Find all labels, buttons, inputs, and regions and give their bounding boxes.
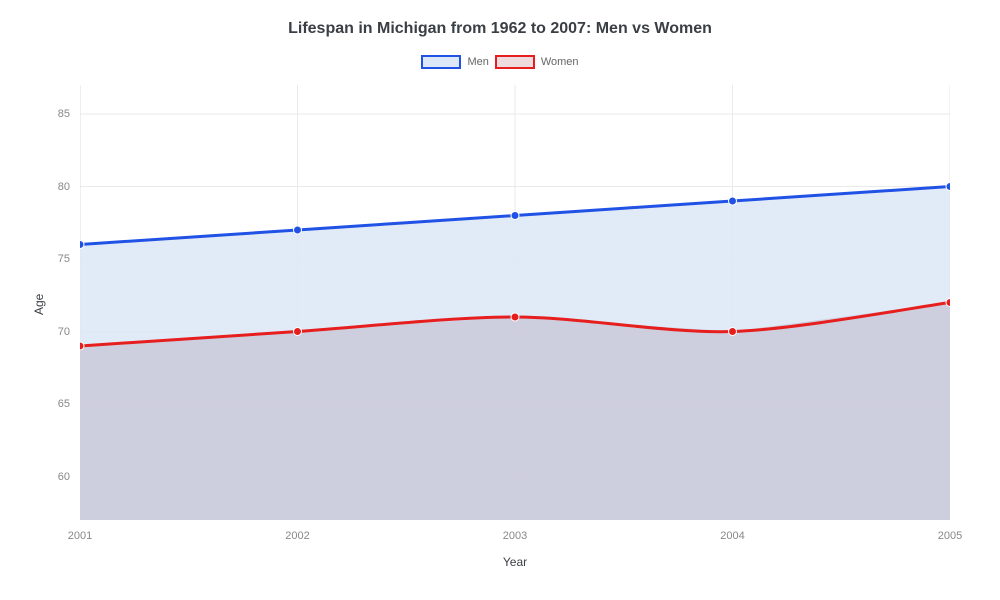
chart-svg — [80, 85, 950, 520]
chart-legend: Men Women — [0, 55, 1000, 69]
legend-swatch-women — [495, 55, 535, 69]
y-tick-label: 70 — [58, 326, 70, 338]
marker-men — [729, 197, 737, 205]
chart-title: Lifespan in Michigan from 1962 to 2007: … — [0, 20, 1000, 38]
marker-men — [294, 226, 302, 234]
marker-women — [729, 328, 737, 336]
y-tick-label: 60 — [58, 471, 70, 483]
marker-women — [511, 313, 519, 321]
y-tick-label: 65 — [58, 398, 70, 410]
x-tick-label: 2001 — [68, 530, 92, 542]
legend-label-women: Women — [541, 56, 579, 68]
x-tick-label: 2005 — [938, 530, 962, 542]
marker-men — [80, 241, 84, 249]
legend-swatch-men — [421, 55, 461, 69]
marker-women — [946, 299, 950, 307]
x-tick-label: 2004 — [720, 530, 744, 542]
marker-men — [946, 183, 950, 191]
marker-women — [294, 328, 302, 336]
x-tick-label: 2002 — [285, 530, 309, 542]
chart-plot-area — [80, 85, 950, 520]
y-axis-label: Age — [32, 293, 46, 314]
x-axis-label: Year — [503, 555, 527, 569]
legend-label-men: Men — [467, 56, 488, 68]
marker-men — [511, 212, 519, 220]
y-tick-label: 75 — [58, 253, 70, 265]
marker-women — [80, 342, 84, 350]
x-tick-label: 2003 — [503, 530, 527, 542]
y-tick-label: 80 — [58, 181, 70, 193]
y-tick-label: 85 — [58, 108, 70, 120]
